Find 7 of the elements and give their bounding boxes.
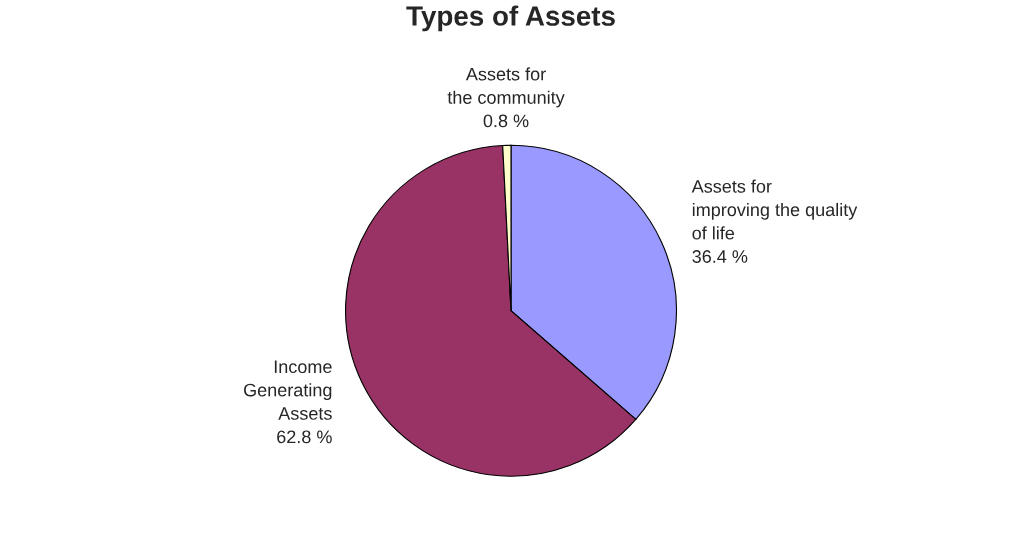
slice-label: Income Generating Assets [244,360,332,420]
data-label: 0.8 % [483,114,529,128]
slice-label: Assets for improving the quality of life [691,179,858,240]
data-label: 62.8 % [277,430,332,444]
data-label: 36.4 % [692,250,748,263]
slice-label: Assets for the community [447,67,565,108]
chart-title: Types of Assets [406,5,615,32]
